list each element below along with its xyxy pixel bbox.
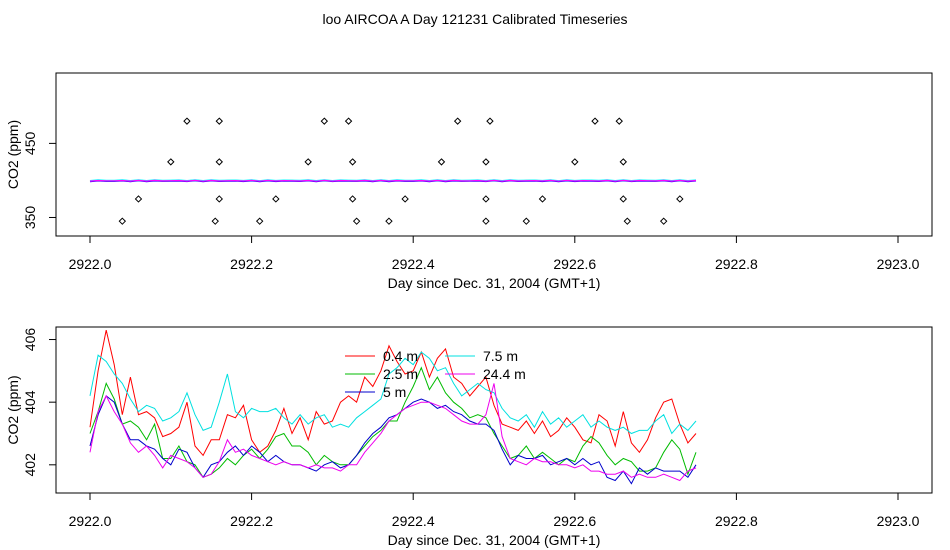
y-axis-label: CO2 (ppm) — [5, 120, 21, 189]
x-tick-label: 2922.0 — [69, 256, 112, 272]
data-point — [482, 217, 490, 225]
legend-label: 7.5 m — [483, 348, 518, 364]
data-point — [215, 117, 223, 125]
series-line — [89, 383, 697, 482]
data-point — [304, 158, 312, 166]
legend-label: 0.4 m — [383, 348, 418, 364]
x-tick-label: 2922.4 — [392, 513, 435, 529]
y-tick-label: 402 — [22, 453, 38, 477]
chart-title: loo AIRCOA A Day 121231 Calibrated Times… — [322, 11, 628, 27]
data-point — [272, 195, 280, 203]
legend-label: 2.5 m — [383, 366, 418, 382]
data-point — [352, 217, 361, 225]
series-line — [89, 366, 697, 478]
x-tick-label: 2922.6 — [553, 513, 596, 529]
data-point — [348, 195, 357, 203]
x-tick-label: 2922.6 — [553, 256, 596, 272]
data-point — [183, 117, 191, 125]
data-point — [676, 195, 684, 203]
data-point — [215, 158, 223, 166]
data-point — [134, 195, 143, 203]
legend-label: 24.4 m — [483, 366, 526, 382]
data-point — [118, 217, 127, 225]
data-point — [320, 117, 329, 125]
data-point — [215, 195, 223, 203]
x-tick-label: 2922.4 — [392, 256, 435, 272]
data-point — [571, 158, 579, 166]
x-tick-label: 2922.8 — [715, 513, 758, 529]
data-point — [453, 117, 462, 125]
x-tick-label: 2922.8 — [715, 256, 758, 272]
data-point — [659, 217, 668, 225]
series-line-magenta — [89, 179, 697, 182]
x-axis-label: Day since Dec. 31, 2004 (GMT+1) — [388, 532, 601, 548]
x-tick-label: 2922.2 — [230, 513, 273, 529]
series-line — [89, 395, 697, 485]
data-point — [167, 158, 175, 166]
data-point — [401, 195, 409, 203]
data-point — [486, 117, 494, 125]
data-point — [482, 195, 490, 203]
y-tick-label: 406 — [22, 328, 38, 352]
x-tick-label: 2923.0 — [877, 256, 920, 272]
data-point — [538, 195, 547, 203]
data-point — [482, 158, 490, 166]
series-line — [89, 329, 697, 457]
data-point — [619, 195, 627, 203]
x-axis-label: Day since Dec. 31, 2004 (GMT+1) — [388, 275, 601, 291]
data-point — [344, 117, 353, 125]
data-point — [211, 217, 219, 225]
plot-frame — [55, 326, 933, 494]
data-point — [619, 158, 627, 166]
y-tick-label: 404 — [22, 390, 38, 414]
data-point — [255, 217, 264, 225]
x-tick-label: 2923.0 — [877, 513, 920, 529]
data-point — [348, 158, 357, 166]
y-tick-label: 450 — [22, 131, 38, 155]
data-point — [615, 117, 623, 125]
data-point — [437, 158, 446, 166]
x-tick-label: 2922.0 — [69, 513, 112, 529]
plot-frame — [55, 72, 933, 237]
data-point — [385, 217, 393, 225]
data-point — [623, 217, 632, 225]
legend-label: 5 m — [383, 384, 406, 400]
x-tick-label: 2922.2 — [230, 256, 273, 272]
chart-top-scatter: 2922.0 2922.2 2922.4 2922.6 2922.8 2923.0 Day … — [5, 72, 933, 291]
series-line — [89, 351, 697, 435]
y-axis-label: CO2 (ppm) — [5, 375, 21, 444]
data-point — [591, 117, 599, 125]
data-point — [522, 217, 531, 225]
chart-bottom-timeseries: 2922.0 2922.2 2922.4 2922.6 2922.8 2923.0 Day … — [5, 326, 933, 548]
y-tick-label: 350 — [22, 206, 38, 230]
